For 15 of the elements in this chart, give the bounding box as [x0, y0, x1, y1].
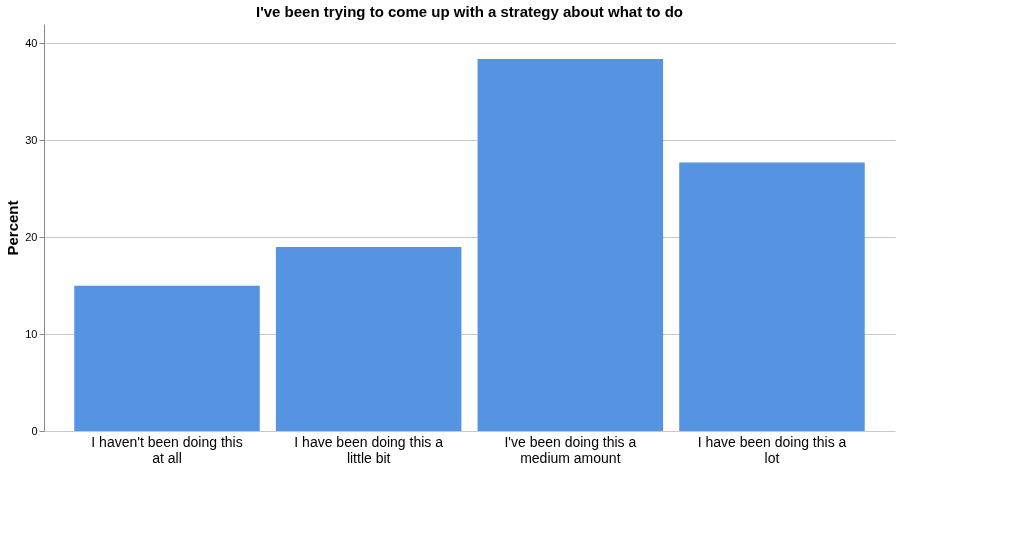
x-tick-label: I have been doing this a lot: [697, 433, 847, 466]
bar: [275, 246, 462, 431]
x-tick-label: I've been doing this a medium amount: [504, 433, 637, 466]
x-tick-label: I have been doing this a little bit: [294, 433, 444, 466]
x-tick-label: I haven't been doing this at all: [91, 433, 243, 466]
y-tick-label: 40: [25, 36, 38, 49]
chart-title: I've been trying to come up with a strategy about what to do: [256, 3, 683, 20]
bar: [477, 58, 664, 431]
bar: [679, 162, 865, 431]
y-tick-label: 20: [25, 230, 38, 243]
y-tick-label: 30: [25, 133, 38, 146]
bar: [74, 285, 260, 431]
y-tick-label: 10: [25, 327, 38, 340]
y-tick-label: 0: [31, 424, 38, 437]
y-axis-title: Percent: [4, 200, 22, 256]
